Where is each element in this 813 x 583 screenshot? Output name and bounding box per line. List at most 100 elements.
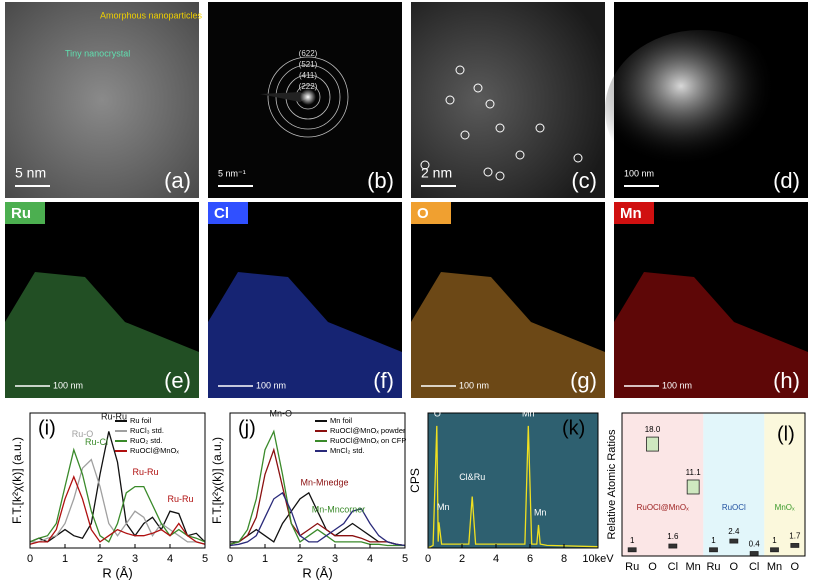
value-label: 1 [711,536,716,545]
x-tick-label: Mn [686,561,701,573]
peak-annotation: Mn-Mncorner [312,505,366,515]
x-tick-label: 4 [367,553,373,565]
scale-bar-label: 100 nm [459,380,489,390]
ring-label: (521) [299,60,318,69]
element-name: O [417,205,429,222]
panel-label: (f) [373,368,394,393]
element-tag [5,202,45,224]
plot-frame [229,412,406,549]
x-tick-label: 0 [425,553,431,565]
value-label: 1.6 [667,532,679,541]
peak-annotation: O [434,409,441,419]
panel-label: (c) [571,168,597,193]
panel-label: (g) [570,368,597,393]
value-label: 1.7 [789,532,801,541]
plot-frame [621,412,806,557]
beam-stop [260,92,310,102]
legend-label: RuO₂ std. [130,436,163,445]
panel-label: (h) [773,368,800,393]
atom-circles [420,65,583,181]
value-label: 1 [630,536,635,545]
legend-label: RuOCl@MnOₓ [130,446,179,455]
panel-label: (a) [164,168,191,193]
scale-bar-label: 100 nm [662,380,692,390]
element-maps: Ru 100 nm (e) Cl 100 nm (f) O 100 nm (g) Mn 100 nm… [5,202,808,398]
panel-label: (d) [773,168,800,193]
scale-bar-label: 5 nm [15,165,46,181]
plot-frame [29,412,206,549]
series-line [229,447,406,547]
box [668,543,678,549]
legend-label: RuOCl@MnOₓ powder [330,426,406,435]
plot-frame [427,412,599,549]
tem-image [5,2,199,198]
haadf-image [411,2,605,198]
map-background [5,202,199,398]
series-line [29,447,206,543]
x-tick-label: 2 [97,553,103,565]
value-label: 1 [772,536,777,545]
peak-annotation: Mn [437,502,450,512]
x-tick-label: O [791,561,800,573]
peak-annotation: Mn [534,507,547,517]
plot-background [428,413,598,548]
value-label: 2.4 [728,527,740,536]
x-tick-label: 3 [332,553,338,565]
x-tick-label: 6 [527,553,533,565]
x-axis-label: R (Å) [302,565,332,580]
panel-label: (l) [777,423,795,445]
series-line [427,425,599,549]
element-tag [208,202,248,224]
image-annotation: Tiny nanocrystal [65,48,130,58]
series-line [30,458,206,545]
ring-label: (622) [299,49,318,58]
x-tick-label: O [730,561,739,573]
scale-bar-label: 100 nm [624,168,654,178]
box [790,543,800,548]
x-tick-label: 3 [132,553,138,565]
x-tick-label: 4 [493,553,499,565]
x-tick-label: 0 [27,553,33,565]
map-background [614,202,808,398]
series-line [29,475,206,545]
group-label: RuOCl [722,503,746,512]
legend-label: Mn foil [330,416,352,425]
panel-label: (i) [38,417,56,439]
box [729,538,739,544]
x-tick-label: 4 [167,553,173,565]
x-tick-label: 1 [62,553,68,565]
x-tick-label: 2 [297,553,303,565]
x-tick-label: 5 [402,553,408,565]
series-line [229,429,405,547]
peak-annotation: Mn-O [270,409,293,419]
scale-bar-label: 5 nm⁻¹ [218,168,246,178]
legend-label: Ru foil [130,416,152,425]
map-background [208,202,402,398]
x-tick-label: 8 [561,553,567,565]
x-tick-label: Ru [625,561,639,573]
x-tick-label: Mn [767,561,782,573]
element-signal [411,272,605,398]
peak-annotation: Ru-Cl [85,437,108,447]
legend-label: RuOCl@MnOₓ on CFP [330,436,406,445]
y-axis-label: F.T.[k²χ(k)] (a.u.) [10,437,24,524]
panel-label: (e) [164,368,191,393]
x-axis-label: R (Å) [102,565,132,580]
peak-annotation: Ru-Ru [167,494,193,504]
scale-bar-label: 100 nm [256,380,286,390]
image-annotation: Amorphous nanoparticles [100,10,203,20]
scale-bar-label: 2 nm [421,165,452,181]
element-name: Mn [620,205,642,222]
y-axis-label: F.T.[k²χ(k)] (a.u.) [210,437,224,524]
value-label: 0.4 [749,540,761,549]
particle [605,30,795,190]
box [627,547,637,553]
series-line [29,431,206,543]
x-tick-label: Ru [706,561,720,573]
element-tag [411,202,451,224]
element-tag [614,202,654,224]
scale-bar-label: 100 nm [53,380,83,390]
peak-annotation: Ru-Ru [132,467,158,477]
value-label: 18.0 [645,425,661,434]
